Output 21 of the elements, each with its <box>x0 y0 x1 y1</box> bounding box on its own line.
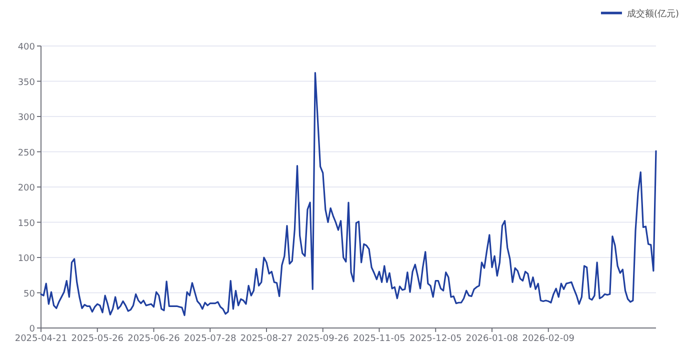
x-tick-label: 2025-04-21 <box>14 334 68 344</box>
y-tick-label: 200 <box>18 184 36 194</box>
y-tick-label: 100 <box>18 254 36 264</box>
y-tick-label: 300 <box>18 113 36 123</box>
y-tick-label: 350 <box>18 78 36 88</box>
y-tick-label: 400 <box>18 42 36 52</box>
y-tick-label: 150 <box>18 218 36 229</box>
x-tick-label: 2025-12-05 <box>409 334 462 344</box>
x-tick-label: 2025-05-26 <box>71 334 124 344</box>
x-tick-label: 2026-01-08 <box>466 334 518 344</box>
x-tick-label: 2025-11-05 <box>353 334 406 344</box>
x-tick-label: 2025-06-26 <box>128 334 180 344</box>
x-tick-label: 2026-02-09 <box>522 334 575 344</box>
line-series <box>40 72 657 316</box>
y-tick-label: 50 <box>24 289 36 300</box>
y-tick-label: 250 <box>18 148 36 158</box>
x-tick-label: 2025-08-27 <box>240 334 293 344</box>
x-tick-label: 2025-09-26 <box>296 334 350 344</box>
legend-label: 成交额(亿元) <box>626 8 679 20</box>
y-tick-label: 0 <box>29 324 36 334</box>
x-tick-label: 2025-07-28 <box>184 334 237 344</box>
